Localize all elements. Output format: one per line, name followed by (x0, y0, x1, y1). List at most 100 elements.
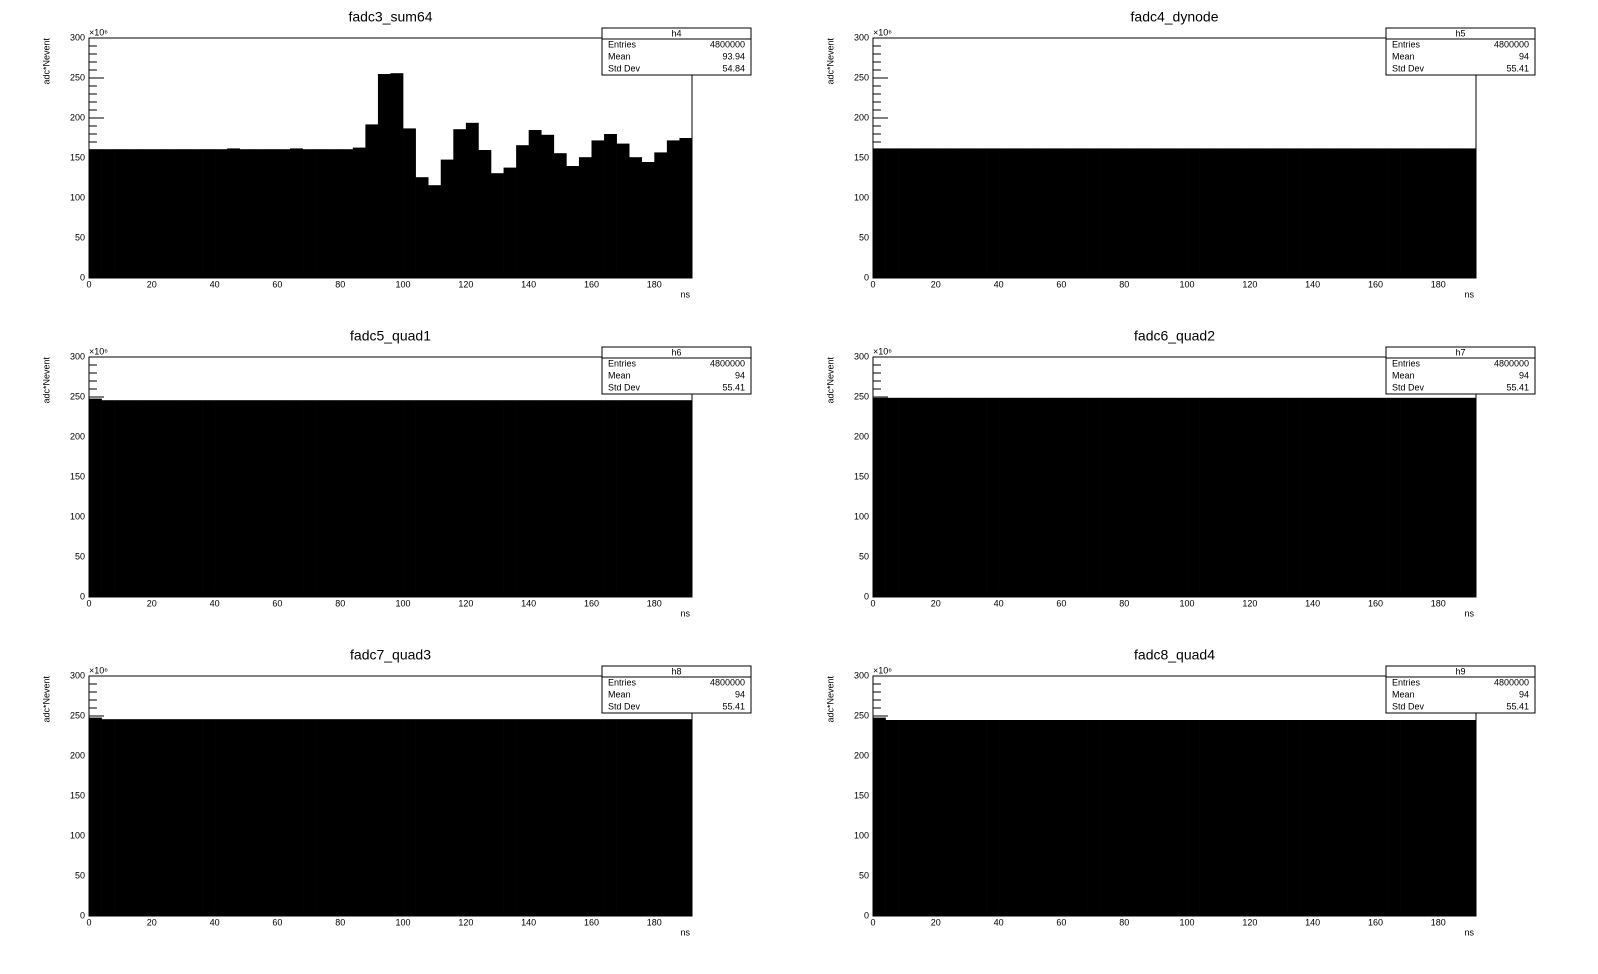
bar (923, 720, 937, 916)
bar (553, 719, 567, 916)
bar (327, 149, 341, 278)
chart-title: fadc3_sum64 (348, 9, 432, 25)
bar (428, 185, 442, 278)
bar (403, 128, 416, 278)
bar (1212, 720, 1226, 916)
y-tick-label: 200 (854, 112, 869, 122)
bar (352, 147, 366, 278)
bar (377, 74, 391, 278)
x-axis-label: ns (1464, 608, 1474, 618)
bar (277, 400, 291, 597)
bar (1124, 397, 1138, 597)
bar (998, 397, 1012, 597)
bar (403, 400, 416, 597)
bar (1425, 148, 1439, 278)
stats-value: 55.41 (1506, 382, 1529, 392)
bar (629, 719, 643, 916)
x-tick-label: 0 (870, 598, 875, 608)
bar (491, 173, 504, 278)
bar (1350, 148, 1364, 278)
bar (478, 400, 492, 597)
x-tick-label: 40 (994, 598, 1004, 608)
x-tick-label: 60 (1056, 598, 1066, 608)
bar (1463, 148, 1477, 278)
stats-value: 4800000 (1494, 358, 1529, 368)
bar (960, 720, 974, 916)
x-tick-label: 20 (147, 279, 157, 289)
bar (1287, 397, 1301, 597)
bar (390, 719, 404, 916)
bar (440, 400, 454, 597)
y-tick-label: 300 (854, 32, 869, 42)
x-tick-label: 20 (147, 598, 157, 608)
bar (264, 400, 278, 597)
x-tick-label: 120 (1242, 279, 1257, 289)
bar (960, 148, 974, 278)
y-tick-label: 300 (70, 670, 85, 680)
bar (566, 166, 580, 278)
bar (1438, 720, 1452, 916)
bar (1149, 720, 1163, 916)
bar (1099, 148, 1112, 278)
bar (1023, 720, 1037, 916)
x-tick-label: 180 (1431, 598, 1446, 608)
bar (1425, 720, 1439, 916)
y-tick-label: 150 (70, 152, 85, 162)
bar (89, 398, 102, 597)
bar (290, 400, 303, 597)
bar (1300, 148, 1313, 278)
histogram-panel: fadc8_quad4 0 50 100 150 200 250 300 0 20 40 60 80 10… (825, 647, 1536, 937)
bar (1400, 397, 1414, 597)
bar (666, 719, 680, 916)
bar (164, 149, 178, 278)
bar (528, 130, 542, 278)
bar (365, 400, 379, 597)
bar (1174, 720, 1188, 916)
bar (973, 720, 987, 916)
stats-name: h5 (1455, 28, 1465, 38)
bar (151, 149, 165, 278)
y-axis-label: adc*Nevent (825, 676, 835, 723)
bar (252, 400, 266, 597)
stats-value: 55.41 (1506, 63, 1529, 73)
x-tick-label: 180 (647, 917, 662, 927)
bar (1048, 720, 1062, 916)
stats-label: Entries (608, 677, 637, 687)
y-tick-label: 250 (854, 391, 869, 401)
bar (948, 720, 962, 916)
bar (453, 400, 467, 597)
x-tick-label: 20 (931, 598, 941, 608)
bar (101, 400, 115, 597)
y-tick-label: 150 (70, 471, 85, 481)
bar (1136, 720, 1150, 916)
bar (164, 719, 178, 916)
bar (1074, 720, 1087, 916)
y-tick-label: 50 (859, 870, 869, 880)
bar (528, 719, 542, 916)
bar (998, 148, 1012, 278)
chart-title: fadc8_quad4 (1134, 647, 1215, 663)
bar (440, 719, 454, 916)
bar (923, 397, 937, 597)
bar (1124, 148, 1138, 278)
stats-value: 94 (735, 370, 745, 380)
bar (302, 719, 316, 916)
bar (239, 400, 253, 597)
bar (214, 149, 228, 278)
bar (1212, 397, 1226, 597)
bar (1362, 720, 1376, 916)
bar (1224, 397, 1238, 597)
bar (1136, 148, 1150, 278)
y-multiplier: ×10⁶ (89, 346, 108, 356)
stats-value: 94 (1519, 370, 1529, 380)
x-tick-label: 40 (210, 917, 220, 927)
bar (1275, 148, 1288, 278)
stats-label: Mean (1392, 370, 1415, 380)
bar (1425, 397, 1439, 597)
bar (1187, 720, 1200, 916)
y-tick-label: 300 (70, 32, 85, 42)
bar (1136, 397, 1150, 597)
bar (227, 148, 241, 278)
stats-label: Entries (1392, 358, 1421, 368)
y-tick-label: 0 (80, 272, 85, 282)
